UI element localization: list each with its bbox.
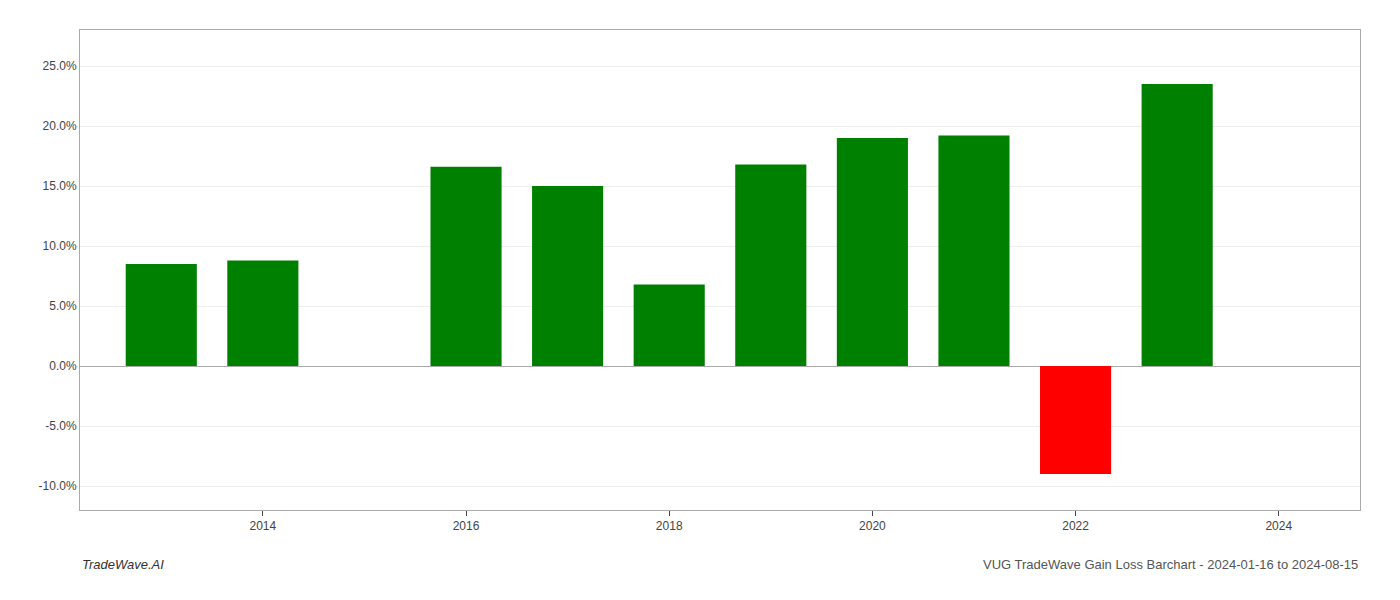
svg-text:2016: 2016 bbox=[453, 519, 480, 533]
svg-text:TradeWave.AI: TradeWave.AI bbox=[82, 557, 164, 572]
svg-text:2022: 2022 bbox=[1062, 519, 1089, 533]
svg-text:2014: 2014 bbox=[250, 519, 277, 533]
svg-text:-10.0%: -10.0% bbox=[39, 479, 77, 493]
svg-text:VUG TradeWave Gain Loss Barcha: VUG TradeWave Gain Loss Barchart - 2024-… bbox=[983, 557, 1358, 572]
svg-text:15.0%: 15.0% bbox=[43, 179, 77, 193]
svg-text:2018: 2018 bbox=[656, 519, 683, 533]
svg-text:2020: 2020 bbox=[859, 519, 886, 533]
svg-text:0.0%: 0.0% bbox=[49, 359, 77, 373]
svg-text:20.0%: 20.0% bbox=[43, 119, 77, 133]
svg-text:25.0%: 25.0% bbox=[43, 59, 77, 73]
svg-text:2024: 2024 bbox=[1265, 519, 1292, 533]
svg-text:-5.0%: -5.0% bbox=[45, 419, 77, 433]
svg-text:5.0%: 5.0% bbox=[49, 299, 77, 313]
svg-text:10.0%: 10.0% bbox=[43, 239, 77, 253]
